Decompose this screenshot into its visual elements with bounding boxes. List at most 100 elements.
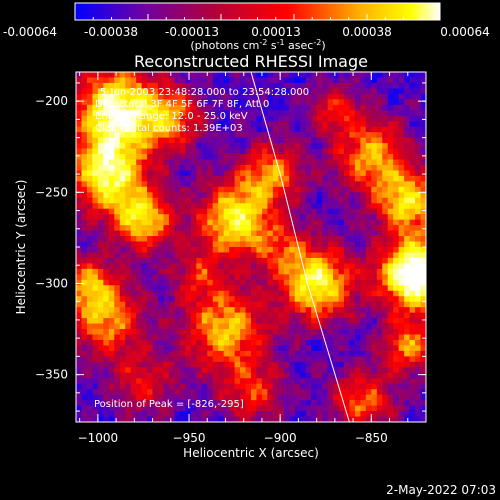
heatmap-cell	[229, 186, 235, 193]
heatmap-cell	[103, 285, 110, 292]
heatmap-cell	[185, 372, 192, 379]
heatmap-cell	[365, 296, 372, 303]
heatmap-cell	[349, 263, 356, 270]
heatmap-cell	[360, 154, 367, 160]
heatmap-cell	[338, 164, 345, 171]
heatmap-cell	[108, 285, 115, 292]
peak-position-annotation: Position of Peak = [-826,-295]	[94, 399, 244, 410]
heatmap-cell	[207, 356, 214, 363]
heatmap-cell	[185, 339, 192, 346]
heatmap-cell	[316, 208, 323, 215]
heatmap-cell	[365, 208, 372, 215]
heatmap-cell	[409, 339, 416, 346]
heatmap-cell	[393, 115, 400, 122]
heatmap-cell	[114, 389, 121, 396]
heatmap-cell	[147, 236, 153, 242]
heatmap-cell	[305, 252, 312, 259]
x-axis-label: Heliocentric X (arcsec)	[183, 446, 319, 460]
heatmap-cell	[218, 214, 225, 221]
heatmap-cell	[207, 400, 214, 406]
heatmap-cell	[376, 225, 383, 231]
heatmap-cell	[103, 416, 110, 422]
heatmap-cell	[81, 99, 88, 106]
heatmap-cell	[409, 208, 416, 215]
heatmap-cell	[343, 219, 350, 226]
heatmap-cell	[404, 252, 410, 259]
heatmap-cell	[409, 301, 416, 308]
heatmap-cell	[212, 214, 219, 221]
heatmap-cell	[223, 214, 230, 221]
heatmap-cell	[382, 329, 389, 335]
heatmap-cell	[152, 159, 159, 166]
heatmap-cell	[141, 350, 148, 357]
heatmap-cell	[158, 257, 164, 264]
heatmap-cell	[130, 126, 137, 133]
heatmap-cell	[136, 154, 143, 160]
heatmap-cell	[272, 241, 279, 248]
heatmap-cell	[354, 197, 361, 204]
heatmap-cell	[114, 121, 121, 128]
heatmap-cell	[376, 99, 383, 106]
heatmap-cell	[261, 247, 268, 253]
heatmap-cell	[305, 268, 312, 275]
heatmap-cell	[404, 214, 410, 221]
heatmap-cell	[251, 104, 257, 111]
heatmap-cell	[119, 318, 126, 324]
heatmap-cell	[267, 203, 274, 210]
heatmap-cell	[201, 203, 208, 210]
heatmap-cell	[86, 197, 93, 204]
heatmap-cell	[316, 274, 323, 281]
heatmap-cell	[97, 137, 104, 144]
heatmap-cell	[333, 219, 339, 226]
heatmap-cell	[387, 274, 394, 281]
heatmap-cell	[311, 219, 318, 226]
heatmap-cell	[207, 285, 214, 292]
heatmap-cell	[278, 132, 285, 139]
heatmap-cell	[218, 389, 225, 396]
heatmap-cell	[349, 88, 356, 95]
heatmap-cell	[92, 208, 99, 215]
heatmap-cell	[190, 378, 197, 385]
heatmap-cell	[267, 192, 274, 199]
heatmap-cell	[371, 263, 378, 270]
heatmap-cell	[125, 285, 132, 292]
heatmap-cell	[108, 82, 115, 89]
heatmap-cell	[360, 181, 367, 188]
heatmap-cell	[398, 257, 405, 264]
heatmap-cell	[81, 279, 88, 286]
heatmap-cell	[125, 154, 132, 160]
heatmap-cell	[261, 400, 268, 406]
heatmap-cell	[190, 296, 197, 303]
heatmap-cell	[338, 301, 345, 308]
heatmap-cell	[240, 296, 246, 303]
heatmap-cell	[81, 367, 88, 374]
heatmap-cell	[168, 181, 175, 188]
heatmap-cell	[174, 115, 181, 122]
heatmap-cell	[196, 93, 203, 100]
heatmap-cell	[119, 214, 126, 221]
heatmap-cell	[283, 274, 290, 281]
heatmap-cell	[179, 274, 186, 281]
heatmap-cell	[223, 170, 230, 177]
heatmap-cell	[316, 296, 323, 303]
heatmap-cell	[267, 154, 274, 160]
heatmap-cell	[376, 416, 383, 422]
heatmap-cell	[354, 143, 361, 149]
heatmap-cell	[130, 285, 137, 292]
heatmap-cell	[212, 339, 219, 346]
heatmap-cell	[415, 175, 421, 182]
heatmap-cell	[305, 247, 312, 253]
heatmap-cell	[322, 400, 328, 406]
heatmap-cell	[158, 93, 164, 100]
heatmap-cell	[251, 389, 257, 396]
heatmap-cell	[158, 132, 164, 139]
heatmap-cell	[229, 329, 235, 335]
heatmap-cell	[108, 93, 115, 100]
heatmap-cell	[311, 367, 318, 374]
heatmap-cell	[92, 93, 99, 100]
heatmap-cell	[382, 164, 389, 171]
heatmap-cell	[289, 197, 296, 204]
heatmap-cell	[311, 148, 318, 155]
heatmap-cell	[218, 197, 225, 204]
heatmap-cell	[190, 164, 197, 171]
